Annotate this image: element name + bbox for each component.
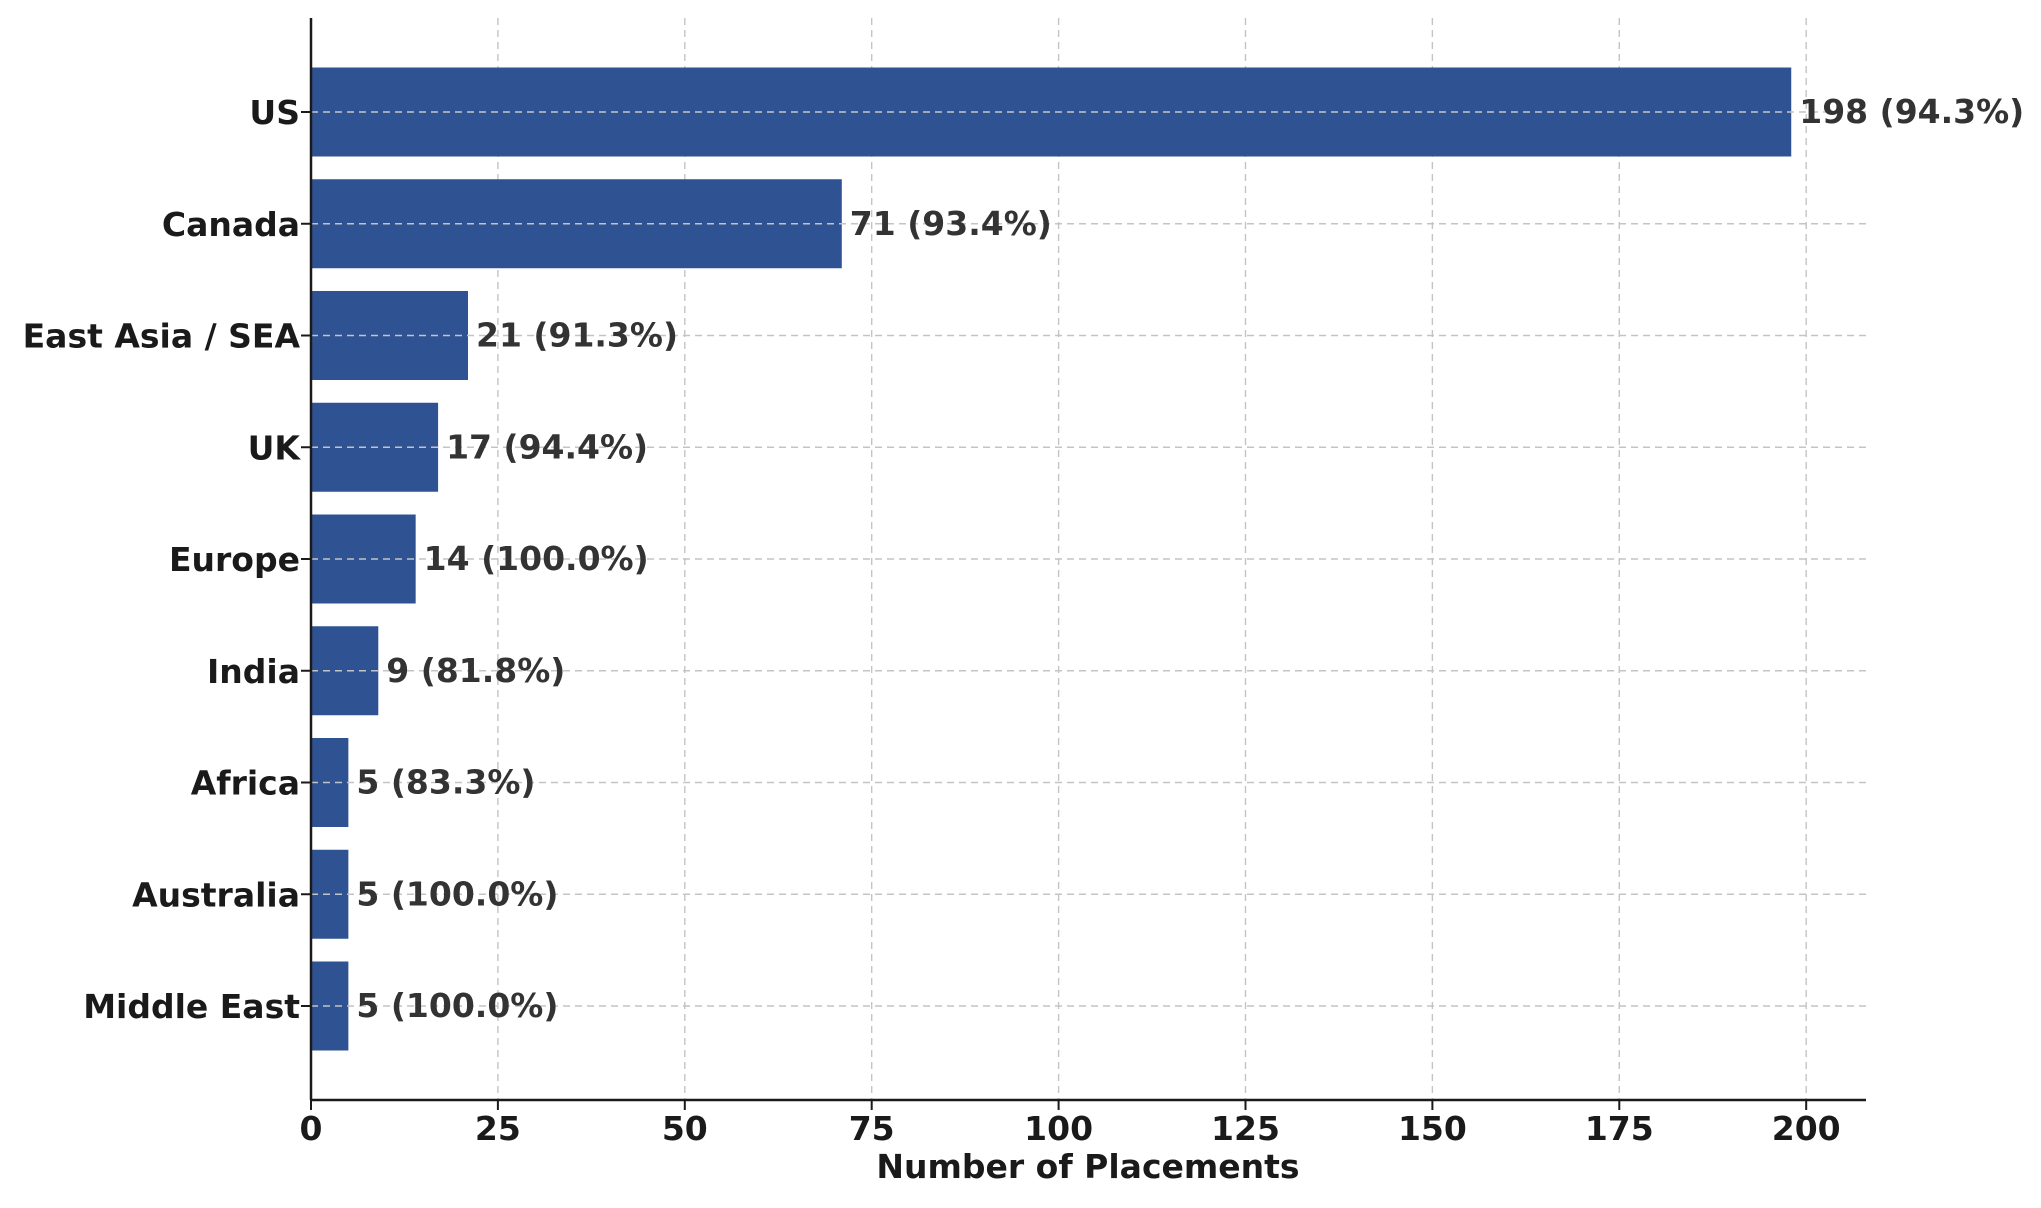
data-label: 5 (100.0%) [356,874,558,913]
x-tick-label: 150 [1398,1109,1467,1148]
category-label: Africa [191,764,300,803]
x-tick-label: 50 [662,1109,708,1148]
x-tick-label: 100 [1024,1109,1093,1148]
bar [311,626,379,716]
category-label: US [249,93,300,132]
data-label: 198 (94.3%) [1799,92,2024,131]
x-tick-label: 200 [1772,1109,1841,1148]
category-label: Middle East [83,987,300,1026]
data-label: 17 (94.4%) [446,427,648,466]
data-label: 9 (81.8%) [386,651,565,690]
data-label: 5 (83.3%) [356,763,535,802]
category-label: East Asia / SEA [23,317,301,356]
x-tick-label: 125 [1211,1109,1280,1148]
label-layer: 0 25 50 75 100 125 150 175 200 US 198 (94.3%) Canad… [23,92,2025,1148]
x-axis-title: Number of Placements [876,1147,1299,1186]
category-label: Europe [169,540,300,579]
data-label: 21 (91.3%) [476,316,678,355]
x-tick-label: 175 [1585,1109,1654,1148]
axis-layer [301,18,1866,1110]
x-tick-label: 0 [300,1109,323,1148]
category-label: Canada [162,205,300,244]
data-label: 14 (100.0%) [424,539,649,578]
data-label: 71 (93.4%) [850,204,1052,243]
x-tick-label: 75 [849,1109,895,1148]
category-label: Australia [132,875,300,914]
data-label: 5 (100.0%) [356,986,558,1025]
category-label: India [207,652,300,691]
category-label: UK [248,428,302,467]
x-tick-label: 25 [475,1109,521,1148]
